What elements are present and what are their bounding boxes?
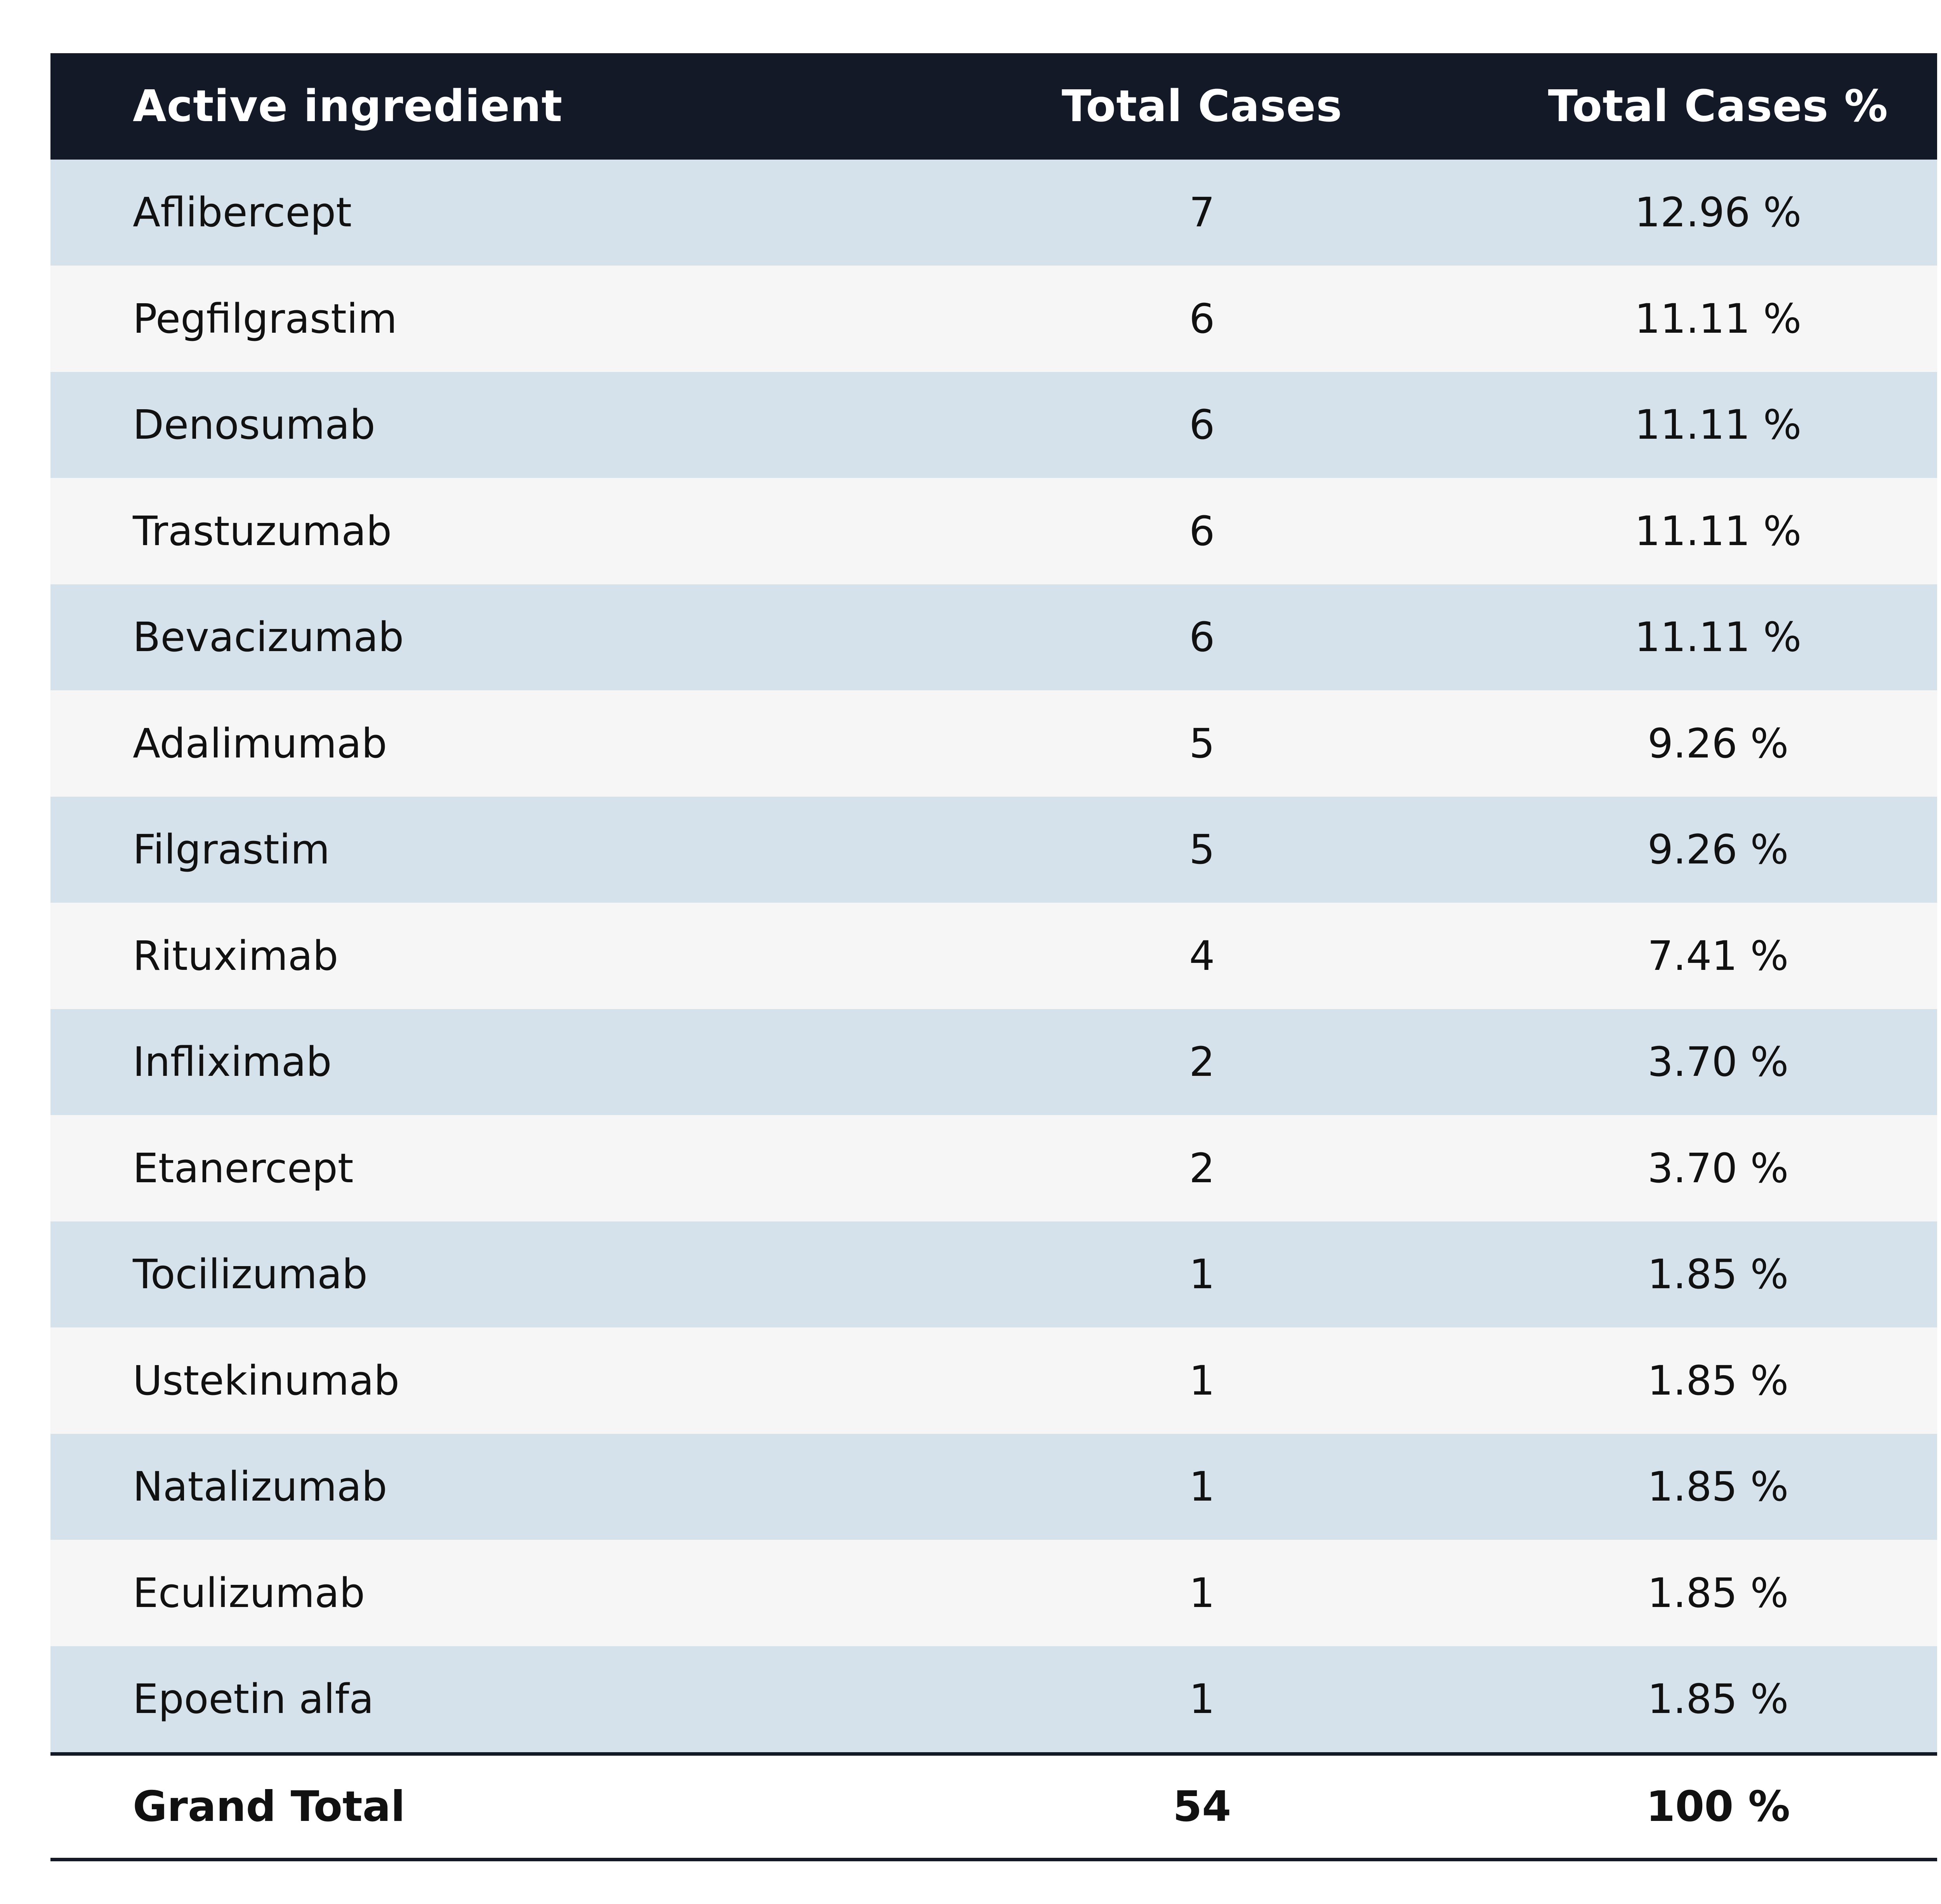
cases-cell: 1 xyxy=(1189,1675,1215,1723)
table-row: Pegfilgrastim 6 11.11 % xyxy=(50,266,1937,372)
table-row: Bevacizumab 6 11.11 % xyxy=(50,584,1937,690)
percent-cell: 3.70 % xyxy=(1648,1144,1789,1192)
percent-cell: 11.11 % xyxy=(1634,295,1802,342)
percent-cell: 12.96 % xyxy=(1634,189,1802,236)
percent-cell: 11.11 % xyxy=(1634,401,1802,449)
grand-total-label: Grand Total xyxy=(133,1782,405,1831)
cases-cell: 4 xyxy=(1189,932,1215,980)
ingredient-cell: Epoetin alfa xyxy=(133,1675,374,1723)
ingredient-cell: Eculizumab xyxy=(133,1569,365,1617)
table-row: Natalizumab 1 1.85 % xyxy=(50,1433,1937,1540)
percent-cell: 1.85 % xyxy=(1648,1251,1789,1298)
grand-total-percent: 100 % xyxy=(1646,1782,1790,1831)
table-row: Trastuzumab 6 11.11 % xyxy=(50,478,1937,584)
ingredient-cell: Ustekinumab xyxy=(133,1357,400,1404)
cases-cell: 1 xyxy=(1189,1569,1215,1617)
ingredient-cell: Tocilizumab xyxy=(133,1251,368,1298)
table-row: Epoetin alfa 1 1.85 % xyxy=(50,1646,1937,1752)
cases-cell: 5 xyxy=(1189,826,1215,874)
grand-total-row: Grand Total 54 100 % xyxy=(50,1752,1937,1861)
cases-cell: 2 xyxy=(1189,1038,1215,1086)
header-total-cases: Total Cases xyxy=(1061,81,1342,132)
table-row: Eculizumab 1 1.85 % xyxy=(50,1540,1937,1646)
ingredient-cell: Rituximab xyxy=(133,932,339,980)
cases-cell: 6 xyxy=(1189,507,1215,555)
table-row: Rituximab 4 7.41 % xyxy=(50,903,1937,1009)
table-row: Adalimumab 5 9.26 % xyxy=(50,690,1937,797)
cases-cell: 1 xyxy=(1189,1251,1215,1298)
table-row: Infliximab 2 3.70 % xyxy=(50,1009,1937,1115)
ingredient-cell: Bevacizumab xyxy=(133,613,404,661)
ingredient-cell: Etanercept xyxy=(133,1144,354,1192)
ingredient-cell: Adalimumab xyxy=(133,719,387,767)
ingredient-cell: Denosumab xyxy=(133,401,375,449)
percent-cell: 1.85 % xyxy=(1648,1463,1789,1511)
cases-cell: 6 xyxy=(1189,401,1215,449)
percent-cell: 1.85 % xyxy=(1648,1675,1789,1723)
table-row: Etanercept 2 3.70 % xyxy=(50,1115,1937,1221)
percent-cell: 1.85 % xyxy=(1648,1357,1789,1404)
table-header-row: Active ingredient Total Cases Total Case… xyxy=(50,53,1937,160)
cases-cell: 1 xyxy=(1189,1463,1215,1511)
percent-cell: 9.26 % xyxy=(1648,826,1789,874)
cases-cell: 5 xyxy=(1189,719,1215,767)
table-row: Tocilizumab 1 1.85 % xyxy=(50,1221,1937,1327)
grand-total-cases: 54 xyxy=(1173,1782,1231,1831)
percent-cell: 11.11 % xyxy=(1634,507,1802,555)
cases-cell: 7 xyxy=(1189,189,1215,236)
ingredient-cell: Filgrastim xyxy=(133,826,330,874)
cases-cell: 1 xyxy=(1189,1357,1215,1404)
percent-cell: 7.41 % xyxy=(1648,932,1789,980)
cases-table: Active ingredient Total Cases Total Case… xyxy=(50,53,1937,1861)
table-row: Ustekinumab 1 1.85 % xyxy=(50,1327,1937,1434)
percent-cell: 3.70 % xyxy=(1648,1038,1789,1086)
header-total-cases-percent: Total Cases % xyxy=(1548,81,1888,132)
percent-cell: 11.11 % xyxy=(1634,613,1802,661)
ingredient-cell: Infliximab xyxy=(133,1038,332,1086)
table-row: Denosumab 6 11.11 % xyxy=(50,372,1937,478)
ingredient-cell: Natalizumab xyxy=(133,1463,387,1511)
ingredient-cell: Pegfilgrastim xyxy=(133,295,398,342)
header-active-ingredient: Active ingredient xyxy=(133,81,563,132)
cases-cell: 6 xyxy=(1189,295,1215,342)
ingredient-cell: Trastuzumab xyxy=(133,507,392,555)
table-row: Aflibercept 7 12.96 % xyxy=(50,159,1937,266)
percent-cell: 1.85 % xyxy=(1648,1569,1789,1617)
percent-cell: 9.26 % xyxy=(1648,719,1789,767)
ingredient-cell: Aflibercept xyxy=(133,189,352,236)
cases-cell: 6 xyxy=(1189,613,1215,661)
table-row: Filgrastim 5 9.26 % xyxy=(50,796,1937,903)
cases-cell: 2 xyxy=(1189,1144,1215,1192)
